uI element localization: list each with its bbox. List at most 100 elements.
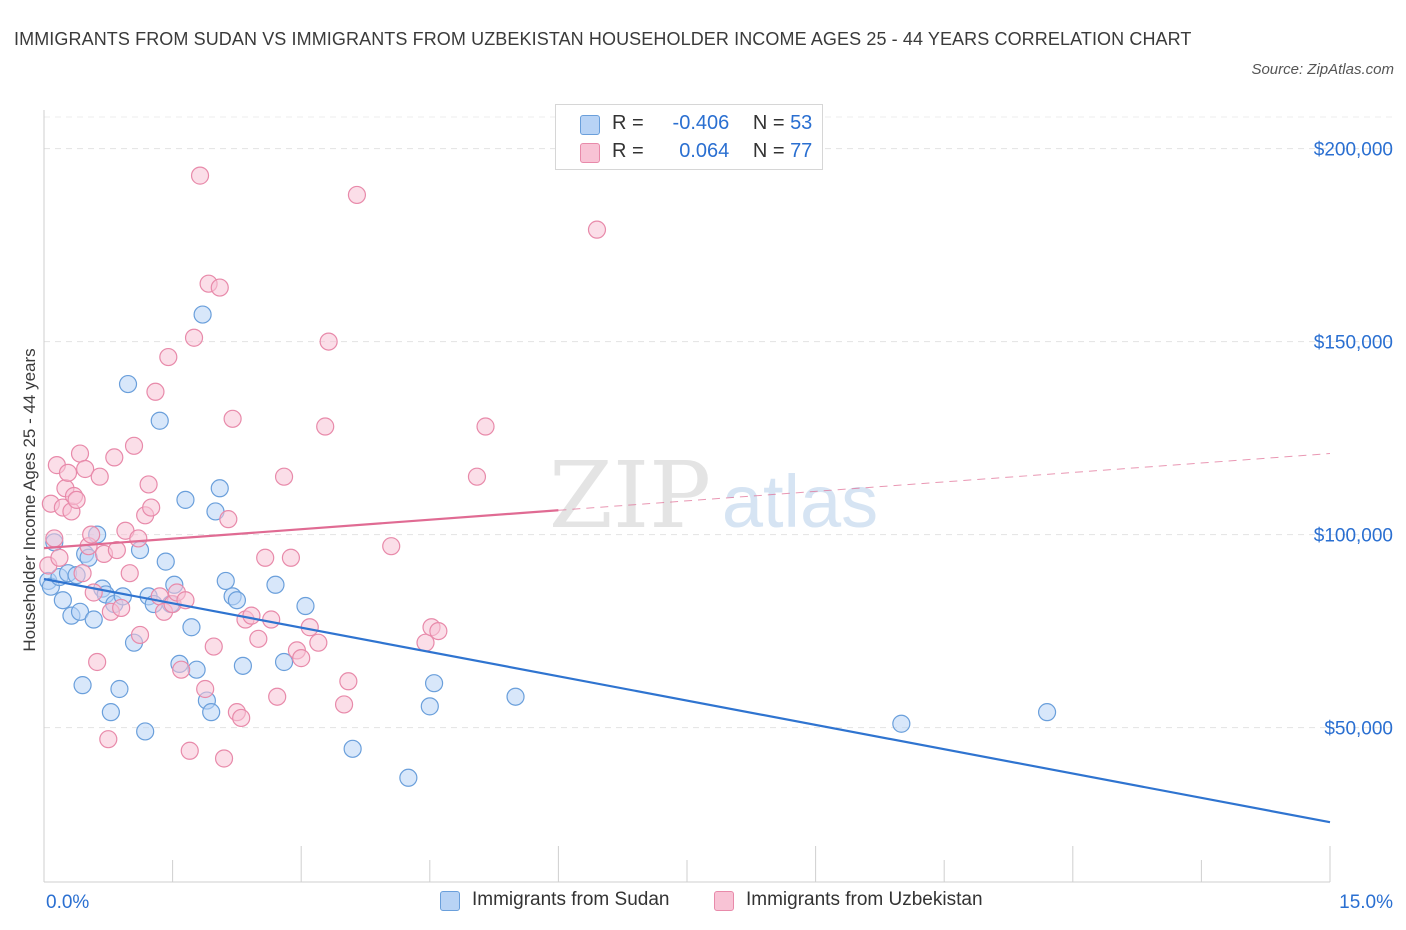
uzbekistan-point-50 bbox=[223, 409, 242, 428]
uzbekistan-point-65 bbox=[316, 417, 335, 436]
bottom-legend-label-sudan: Immigrants from Sudan bbox=[472, 889, 670, 910]
legend-swatch-uzbekistan bbox=[580, 143, 600, 163]
uzbekistan-point-36 bbox=[159, 347, 178, 367]
y-tick-label-0: $50,000 bbox=[1324, 719, 1393, 740]
uzbekistan-point-2 bbox=[45, 529, 64, 548]
sudan-point-17 bbox=[110, 679, 129, 699]
sudan-point-50 bbox=[892, 714, 911, 733]
uzbekistan-point-28 bbox=[129, 529, 148, 548]
sudan-point-35 bbox=[202, 703, 221, 722]
sudan-point-51 bbox=[1037, 703, 1057, 722]
sudan-trend-line bbox=[43, 577, 1331, 824]
sudan-point-37 bbox=[210, 479, 229, 498]
uzbekistan-point-27 bbox=[124, 436, 144, 455]
uzbekistan-point-22 bbox=[105, 448, 124, 467]
sudan-point-32 bbox=[187, 660, 206, 679]
chart-title: IMMIGRANTS FROM SUDAN VS IMMIGRANTS FROM… bbox=[14, 29, 1192, 49]
sudan-point-44 bbox=[296, 596, 315, 616]
uzbekistan-point-33 bbox=[146, 382, 165, 401]
legend-uzbek-r-label: R = bbox=[612, 140, 644, 162]
uzbekistan-point-74 bbox=[467, 467, 487, 486]
sudan-point-40 bbox=[227, 591, 246, 610]
uzbekistan-point-69 bbox=[347, 185, 367, 205]
watermark: ZIP atlas bbox=[549, 442, 878, 549]
uzbekistan-point-67 bbox=[334, 695, 354, 714]
sudan-point-25 bbox=[150, 411, 169, 430]
watermark-zip: ZIP bbox=[549, 442, 711, 549]
uzbekistan-point-29 bbox=[130, 625, 150, 645]
series-sudan-points bbox=[39, 305, 1057, 787]
sudan-point-31 bbox=[182, 618, 201, 637]
y-tick-label-2: $150,000 bbox=[1314, 333, 1393, 354]
uzbekistan-point-42 bbox=[184, 328, 204, 347]
uzbekistan-point-58 bbox=[268, 687, 287, 706]
uzbekistan-trend-line-extension bbox=[558, 453, 1331, 511]
uzbekistan-point-68 bbox=[339, 672, 358, 691]
uzbekistan-point-10 bbox=[67, 490, 86, 509]
uzbekistan-point-23 bbox=[107, 540, 126, 560]
uzbekistan-point-60 bbox=[281, 548, 301, 567]
legend-uzbek-n-label: N = bbox=[752, 140, 785, 162]
series-uzbekistan-points bbox=[39, 166, 607, 768]
sudan-point-19 bbox=[118, 374, 138, 394]
uzbekistan-point-26 bbox=[120, 564, 139, 583]
uzbekistan-point-12 bbox=[73, 564, 92, 583]
sudan-point-52 bbox=[73, 676, 92, 695]
uzbekistan-point-62 bbox=[292, 649, 311, 668]
source-label: Source: ZipAtlas.com bbox=[1251, 61, 1394, 78]
uzbekistan-point-43 bbox=[190, 166, 210, 185]
y-tick-label-3: $200,000 bbox=[1314, 140, 1393, 161]
uzbekistan-point-55 bbox=[249, 629, 268, 648]
bottom-legend-label-uzbekistan: Immigrants from Uzbekistan bbox=[746, 889, 983, 910]
sudan-point-46 bbox=[399, 768, 418, 787]
bottom-legend-swatch-sudan bbox=[440, 891, 460, 911]
trend-lines bbox=[43, 453, 1331, 824]
sudan-point-22 bbox=[136, 722, 155, 741]
uzbekistan-point-20 bbox=[99, 730, 118, 749]
legend-sudan-n-value: 53 bbox=[790, 112, 813, 134]
uzbekistan-point-17 bbox=[88, 652, 107, 672]
sudan-point-48 bbox=[424, 674, 444, 693]
sudan-point-8 bbox=[70, 602, 90, 621]
sudan-point-47 bbox=[420, 697, 439, 716]
sudan-point-11 bbox=[84, 610, 103, 629]
legend-sudan-r-label: R = bbox=[612, 112, 644, 134]
y-tick-labels: $50,000 $100,000 $150,000 $200,000 bbox=[1314, 140, 1393, 740]
sudan-point-4 bbox=[53, 591, 72, 610]
x-tick-labels: 0.0% 15.0% bbox=[46, 892, 1393, 913]
sudan-point-45 bbox=[343, 739, 362, 758]
sudan-point-43 bbox=[274, 652, 294, 672]
sudan-point-33 bbox=[193, 305, 212, 324]
watermark-atlas: atlas bbox=[722, 460, 878, 543]
uzbekistan-point-41 bbox=[180, 741, 199, 760]
sudan-point-49 bbox=[506, 687, 525, 706]
uzbekistan-point-64 bbox=[309, 633, 328, 652]
uzbekistan-point-31 bbox=[139, 475, 158, 494]
y-tick-label-1: $100,000 bbox=[1314, 526, 1393, 547]
uzbekistan-point-57 bbox=[262, 610, 281, 629]
uzbekistan-point-11 bbox=[70, 444, 90, 463]
y-axis-label: Householder Income Ages 25 - 44 years bbox=[20, 348, 39, 651]
uzbekistan-point-4 bbox=[50, 548, 69, 567]
uzbekistan-point-46 bbox=[204, 637, 223, 656]
axes bbox=[43, 110, 1331, 883]
uzbekistan-point-52 bbox=[232, 708, 251, 728]
uzbekistan-point-48 bbox=[214, 749, 234, 768]
x-tick-label-min: 0.0% bbox=[46, 892, 89, 913]
x-tick-label-max: 15.0% bbox=[1339, 892, 1393, 913]
uzbekistan-point-13 bbox=[76, 459, 95, 479]
sudan-point-15 bbox=[101, 703, 120, 722]
uzbekistan-point-18 bbox=[90, 467, 109, 486]
correlation-legend: R = -0.406 N = 53 R = 0.064 N = 77 bbox=[555, 104, 823, 170]
uzbekistan-point-32 bbox=[142, 498, 161, 517]
uzbekistan-point-47 bbox=[210, 278, 229, 297]
uzbekistan-point-56 bbox=[256, 548, 275, 567]
sudan-point-42 bbox=[266, 575, 285, 594]
uzbekistan-point-24 bbox=[112, 598, 131, 618]
legend-sudan-r-value: -0.406 bbox=[672, 112, 730, 134]
uzbekistan-point-7 bbox=[58, 463, 78, 482]
legend-uzbek-n-value: 77 bbox=[790, 140, 813, 162]
sudan-point-41 bbox=[233, 656, 253, 675]
uzbekistan-point-59 bbox=[274, 467, 294, 486]
